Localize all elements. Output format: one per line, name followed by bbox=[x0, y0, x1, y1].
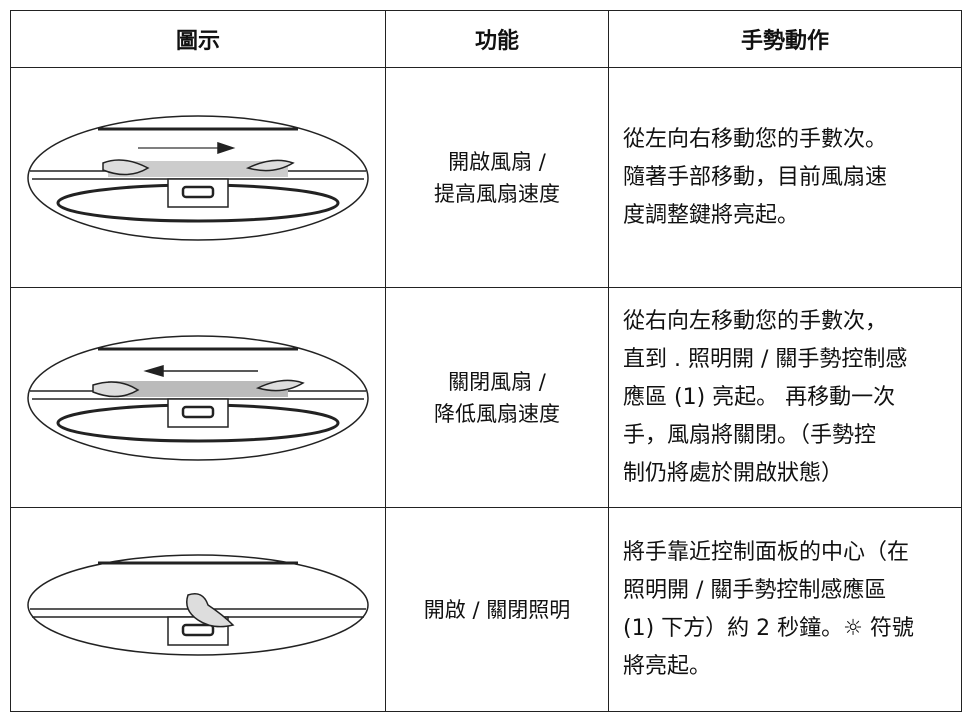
function-cell: 開啟 / 關閉照明 bbox=[385, 507, 609, 712]
text-line: 降低風扇速度 bbox=[434, 401, 560, 426]
icon-cell bbox=[10, 67, 386, 288]
text-line: 從右向左移動您的手數次， bbox=[623, 308, 888, 334]
text-line: 制仍將處於開啟狀態） bbox=[623, 460, 844, 486]
row: 關閉風扇 / 降低風扇速度 從右向左移動您的手數次， 直到 . 照明開 / 關手勢控… bbox=[10, 287, 962, 508]
gesture-cell: 將手靠近控制面板的中心（在 照明開 / 關手勢控制感應區 (1) 下方）約 2 秒鐘… bbox=[608, 507, 962, 712]
gesture-cell: 從左向右移動您的手數次。 隨著手部移動，目前風扇速 度調整鍵將亮起。 bbox=[608, 67, 962, 288]
header-cell: 手勢動作 bbox=[608, 10, 962, 68]
header-row: 圖示 功能 手勢動作 bbox=[10, 10, 962, 68]
gesture-table: 圖示 功能 手勢動作 開啟風扇 / 提高風扇速度 從左向右移動您的手數次。 隨著手部… bbox=[10, 10, 962, 712]
text-line: 開啟風扇 / bbox=[448, 149, 546, 174]
icon-cell bbox=[10, 287, 386, 508]
icon-cell bbox=[10, 507, 386, 712]
header-cell: 圖示 bbox=[10, 10, 386, 68]
text-line: 應區 (1) 亮起。 再移動一次 bbox=[623, 384, 896, 410]
text-line: 手，風扇將關閉。（手勢控 bbox=[623, 422, 877, 448]
text-line: 關閉風扇 / bbox=[448, 369, 546, 394]
function-cell: 關閉風扇 / 降低風扇速度 bbox=[385, 287, 609, 508]
header-cell: 功能 bbox=[385, 10, 609, 68]
row: 開啟 / 關閉照明 將手靠近控制面板的中心（在 照明開 / 關手勢控制感應區 (1)… bbox=[10, 507, 962, 712]
illustration bbox=[27, 114, 369, 241]
text-line: (1) 下方）約 2 秒鐘。☼ 符號 bbox=[623, 615, 914, 641]
text-line: 將手靠近控制面板的中心（在 bbox=[623, 539, 910, 565]
text-line: 直到 . 照明開 / 關手勢控制感 bbox=[623, 346, 908, 372]
illustration bbox=[27, 553, 369, 656]
row: 開啟風扇 / 提高風扇速度 從左向右移動您的手數次。 隨著手部移動，目前風扇速 度調整… bbox=[10, 67, 962, 288]
gesture-cell: 從右向左移動您的手數次， 直到 . 照明開 / 關手勢控制感 應區 (1) 亮起。 … bbox=[608, 287, 962, 508]
text-line: 開啟 / 關閉照明 bbox=[423, 597, 571, 622]
text-line: 提高風扇速度 bbox=[434, 181, 560, 206]
illustration bbox=[27, 334, 369, 461]
function-cell: 開啟風扇 / 提高風扇速度 bbox=[385, 67, 609, 288]
text-line: 照明開 / 關手勢控制感應區 bbox=[623, 577, 887, 603]
text-line: 度調整鍵將亮起。 bbox=[623, 202, 800, 228]
text-line: 將亮起。 bbox=[623, 653, 712, 679]
text-line: 從左向右移動您的手數次。 bbox=[623, 126, 888, 152]
text-line: 隨著手部移動，目前風扇速 bbox=[623, 164, 888, 190]
